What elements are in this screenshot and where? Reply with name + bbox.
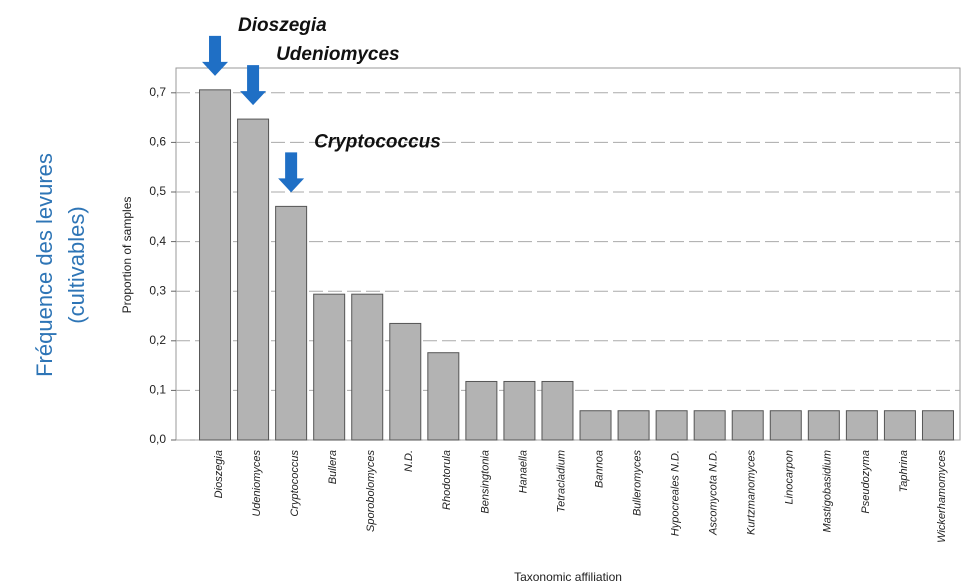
x-tick-label: Mastigobasidium — [822, 450, 834, 533]
bar — [693, 410, 726, 441]
x-tick-label: Hanaella — [517, 450, 529, 493]
x-tick-label: Sporobolomyces — [365, 450, 377, 532]
x-tick-label: Taphrina — [898, 450, 910, 492]
x-tick-label: Bulleromyces — [631, 450, 643, 517]
annotation: Cryptococcus — [314, 131, 441, 152]
side-label: (cultivables) — [64, 206, 89, 323]
y-tick-label: 0,6 — [149, 135, 166, 149]
y-tick-label: 0,4 — [149, 234, 166, 248]
bar — [427, 352, 460, 441]
y-tick-label: 0,0 — [149, 432, 166, 446]
x-tick-label: Cryptococcus — [289, 450, 301, 517]
side-label: Fréquence des levures — [32, 153, 57, 377]
arrow — [202, 35, 229, 76]
x-tick-label: Hypocreales N.D. — [670, 450, 682, 536]
x-tick-label: Kurtzmanomyces — [746, 450, 758, 535]
arrow — [240, 65, 267, 106]
x-axis-label: Taxonomic affiliation — [514, 570, 622, 584]
y-tick-label: 0,2 — [149, 333, 166, 347]
bar — [199, 89, 232, 441]
y-tick-label: 0,3 — [149, 283, 166, 297]
x-tick-label: Pseudozyma — [860, 450, 872, 514]
bar — [617, 410, 650, 441]
bar — [237, 118, 270, 441]
x-tick-label: Bannoa — [593, 450, 605, 488]
x-tick-label: N.D. — [403, 450, 415, 472]
bar — [313, 293, 346, 441]
x-tick-label: Bensingtonia — [479, 450, 491, 514]
bar — [503, 380, 536, 441]
bar — [351, 293, 384, 441]
arrow — [278, 152, 305, 193]
annotation: Udeniomyces — [276, 44, 400, 65]
x-tick-label: Udeniomyces — [251, 450, 263, 517]
y-axis-label: Proportion of samples — [120, 197, 134, 314]
bar — [655, 410, 688, 441]
bar — [731, 410, 764, 441]
bar — [921, 410, 954, 441]
annotation: Dioszegia — [238, 15, 327, 36]
bar — [465, 380, 498, 441]
bar — [389, 322, 422, 441]
x-tick-label: Tetracladium — [555, 450, 567, 513]
bar — [579, 410, 612, 441]
bar — [807, 410, 840, 441]
x-tick-label: Wickerhamomyces — [936, 450, 948, 543]
bar — [275, 205, 308, 441]
x-tick-label: Ascomycota N.D. — [708, 450, 720, 536]
x-tick-label: Linocarpon — [784, 450, 796, 504]
bar — [845, 410, 878, 441]
y-tick-label: 0,1 — [149, 383, 166, 397]
y-tick-label: 0,7 — [149, 85, 166, 99]
bar — [769, 410, 802, 441]
x-tick-label: Rhodotorula — [441, 450, 453, 510]
bar — [541, 380, 574, 441]
x-tick-label: Bullera — [327, 450, 339, 484]
y-tick-label: 0,5 — [149, 184, 166, 198]
bar — [883, 410, 916, 441]
x-tick-label: Dioszegia — [213, 450, 225, 498]
